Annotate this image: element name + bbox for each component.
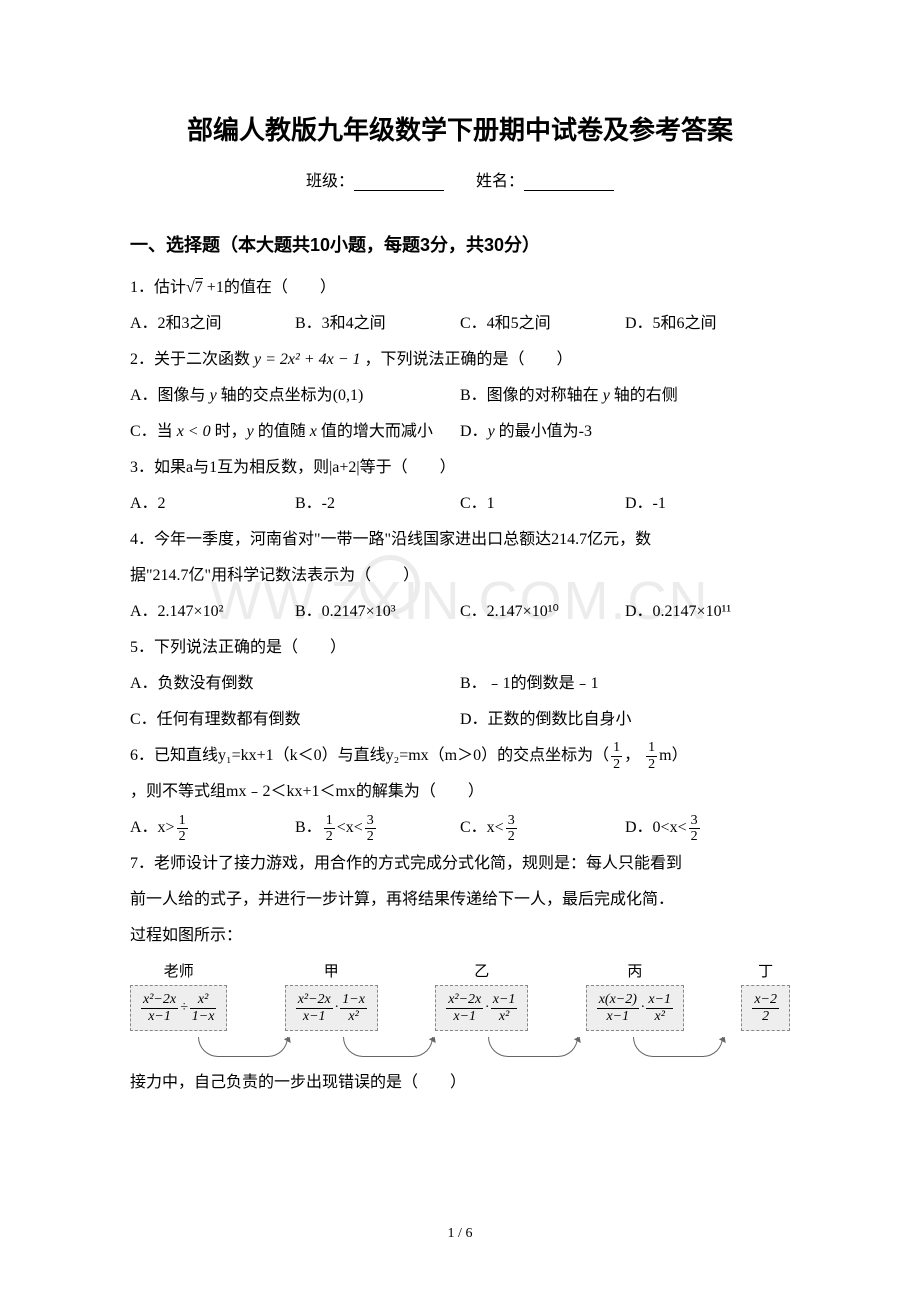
page-number: 1 / 6 xyxy=(448,1226,473,1242)
q4-opt-a: A．2.147×10² xyxy=(130,596,295,628)
q5-stem: 5．下列说法正确的是（ ） xyxy=(130,632,790,664)
q2-options-ab: A．图像与 y 轴的交点坐标为(0,1) B．图像的对称轴在 y 轴的右侧 xyxy=(130,380,790,412)
page-content: 部编人教版九年级数学下册期中试卷及参考答案 班级： 姓名： 一、选择题（本大题共… xyxy=(130,110,790,1099)
q3-opt-a: A．2 xyxy=(130,488,295,520)
q5-options-ab: A．负数没有倒数 B．﹣1的倒数是﹣1 xyxy=(130,668,790,700)
header-fields: 班级： 姓名： xyxy=(130,167,790,191)
q4-opt-d: D．0.2147×10¹¹ xyxy=(625,596,790,628)
q5-opt-a: A．负数没有倒数 xyxy=(130,668,460,700)
q1-opt-b: B．3和4之间 xyxy=(295,308,460,340)
q3-opt-b: B．-2 xyxy=(295,488,460,520)
q6-opt-b: B．12<x<32 xyxy=(295,812,460,844)
q4-stem2: 据"214.7亿"用科学记数法表示为（ ） xyxy=(130,560,790,592)
q4-stem1: 4．今年一季度，河南省对"一带一路"沿线国家进出口总额达214.7亿元，数 xyxy=(130,524,790,556)
q7-stem3: 过程如图所示： xyxy=(130,920,790,952)
q6-opt-a: A．x>12 xyxy=(130,812,295,844)
q6-stem: 6．已知直线y₁=kx+1（k＜0）与直线y₂=mx（m＞0）的交点坐标为（12… xyxy=(130,740,790,772)
q5-opt-b: B．﹣1的倒数是﹣1 xyxy=(460,668,790,700)
flow-bing: 丙 x(x−2)x−1 · x−1x² xyxy=(586,960,684,1031)
q4-opt-b: B．0.2147×10³ xyxy=(295,596,460,628)
q5-opt-c: C．任何有理数都有倒数 xyxy=(130,704,460,736)
q7-stem2: 前一人给的式子，并进行一步计算，再将结果传递给下一人，最后完成化简． xyxy=(130,884,790,916)
q2-stem: 2．关于二次函数 y = 2x² + 4x − 1 ，下列说法正确的是（ ） xyxy=(130,344,790,376)
q6-stem2: ，则不等式组mx﹣2＜kx+1＜mx的解集为（ ） xyxy=(130,776,790,808)
flow-teacher: 老师 x²−2xx−1 ÷ x²1−x xyxy=(130,960,227,1031)
name-label: 姓名： xyxy=(476,173,524,190)
q6-opt-c: C．x<32 xyxy=(460,812,625,844)
flow-ding: 丁 x−22 xyxy=(741,960,790,1031)
page-title: 部编人教版九年级数学下册期中试卷及参考答案 xyxy=(130,110,790,147)
q2-opt-a: A．图像与 y 轴的交点坐标为(0,1) xyxy=(130,380,460,412)
q1-opt-c: C．4和5之间 xyxy=(460,308,625,340)
flow-yi: 乙 x²−2xx−1 · x−1x² xyxy=(435,960,528,1031)
name-blank xyxy=(524,175,614,191)
q4-opt-c: C．2.147×10¹⁰ xyxy=(460,596,625,628)
q2-opt-c: C．当 x < 0 时，y 的值随 x 值的增大而减小 xyxy=(130,416,460,448)
q5-options-cd: C．任何有理数都有倒数 D．正数的倒数比自身小 xyxy=(130,704,790,736)
section-1-header: 一、选择题（本大题共10小题，每题3分，共30分） xyxy=(130,231,790,257)
q1-opt-a: A．2和3之间 xyxy=(130,308,295,340)
arc-4 xyxy=(633,1037,723,1057)
q3-opt-c: C．1 xyxy=(460,488,625,520)
q5-opt-d: D．正数的倒数比自身小 xyxy=(460,704,790,736)
class-blank xyxy=(354,175,444,191)
q1-stem: 1．估计√7 +1的值在（ ） xyxy=(130,272,790,304)
q3-stem: 3．如果a与1互为相反数，则|a+2|等于（ ） xyxy=(130,452,790,484)
flow-arcs xyxy=(130,1037,790,1057)
arc-1 xyxy=(198,1037,288,1057)
q2-opt-b: B．图像的对称轴在 y 轴的右侧 xyxy=(460,380,790,412)
flow-jia: 甲 x²−2xx−1 · 1−xx² xyxy=(285,960,378,1031)
q2-options-cd: C．当 x < 0 时，y 的值随 x 值的增大而减小 D．y 的最小值为-3 xyxy=(130,416,790,448)
q1-opt-d: D．5和6之间 xyxy=(625,308,790,340)
q7-flow: 老师 x²−2xx−1 ÷ x²1−x 甲 x²−2xx−1 · 1−xx² 乙… xyxy=(130,960,790,1031)
q7-stem4: 接力中，自己负责的一步出现错误的是（ ） xyxy=(130,1067,790,1099)
q2-opt-d: D．y 的最小值为-3 xyxy=(460,416,790,448)
q4-options: A．2.147×10² B．0.2147×10³ C．2.147×10¹⁰ D．… xyxy=(130,596,790,628)
q6-options: A．x>12 B．12<x<32 C．x<32 D．0<x<32 xyxy=(130,812,790,844)
q3-opt-d: D．-1 xyxy=(625,488,790,520)
q7-stem1: 7．老师设计了接力游戏，用合作的方式完成分式化简，规则是：每人只能看到 xyxy=(130,848,790,880)
arc-3 xyxy=(488,1037,578,1057)
q1-options: A．2和3之间 B．3和4之间 C．4和5之间 D．5和6之间 xyxy=(130,308,790,340)
q6-opt-d: D．0<x<32 xyxy=(625,812,790,844)
q3-options: A．2 B．-2 C．1 D．-1 xyxy=(130,488,790,520)
arc-2 xyxy=(343,1037,433,1057)
class-label: 班级： xyxy=(306,173,354,190)
